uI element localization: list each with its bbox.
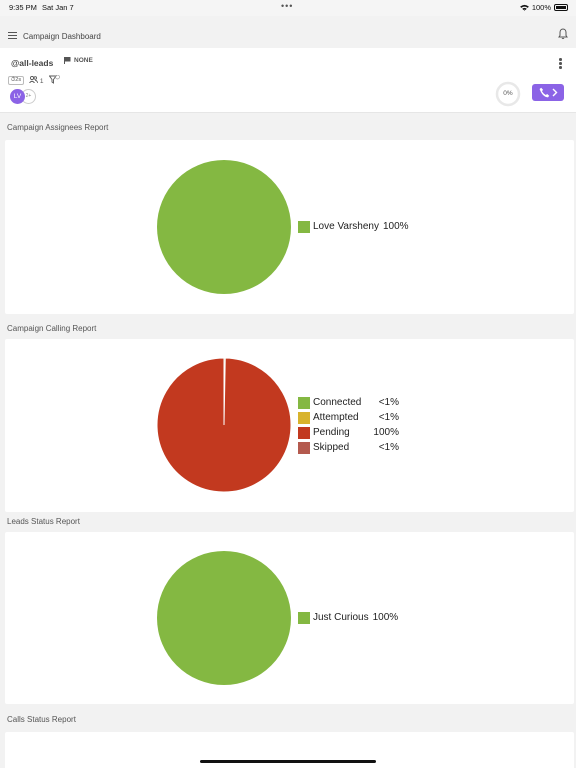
legend-label: Just Curious [313, 612, 369, 623]
lead-list-name: @all-leads [11, 58, 54, 68]
legend-swatch [298, 426, 310, 439]
section-title-assignees: Campaign Assignees Report [7, 123, 109, 132]
legend-value: <1% [378, 442, 399, 453]
legend-swatch [298, 411, 310, 424]
status-time: 9:35 PM [9, 3, 37, 12]
calling-report-card: Connected <1% Attempted <1% Pending 100% Skipp… [5, 339, 574, 512]
section-title-leads-status: Leads Status Report [7, 517, 80, 526]
more-options-icon[interactable] [559, 58, 562, 70]
section-title-calling: Campaign Calling Report [7, 324, 97, 333]
filter-icon[interactable] [48, 75, 60, 85]
legend-item-attempted: Attempted <1% [298, 410, 399, 425]
legend-item-skipped: Skipped <1% [298, 440, 399, 455]
leads-status-report-card: Just Curious 100% [5, 532, 574, 704]
duration-chip: ⏱2s [8, 75, 25, 85]
bell-icon[interactable] [558, 28, 568, 40]
users-icon [29, 75, 39, 83]
status-date: Sat Jan 7 [42, 3, 74, 12]
legend-item-pending: Pending 100% [298, 425, 399, 440]
progress-ring [495, 81, 521, 107]
legend-label: Pending [313, 427, 350, 438]
priority-label: NONE [74, 57, 93, 64]
assignee-avatars[interactable]: 2+ LV [10, 89, 40, 105]
menu-icon[interactable] [8, 32, 17, 39]
legend-label: Connected [313, 397, 362, 408]
legend-value: <1% [378, 397, 399, 408]
leads-status-legend: Just Curious 100% [298, 610, 398, 625]
assignee-count-value: 1 [39, 77, 44, 85]
multitasking-dots-icon[interactable]: ••• [281, 1, 294, 11]
legend-swatch [298, 396, 310, 409]
campaign-meta: ⏱2s 1 [8, 75, 60, 85]
battery-percent: 100% [531, 3, 551, 12]
avatar-more[interactable]: 2+ [21, 89, 36, 104]
campaign-info-panel: @all-leads NONE ⏱2s 1 2+ LV 0% [0, 48, 576, 113]
calling-legend: Connected <1% Attempted <1% Pending 100% Skipp… [298, 395, 399, 455]
legend-item-love-varsheny: Love Varsheny 100% [298, 219, 409, 234]
legend-label: Skipped [313, 442, 350, 453]
app-header: Campaign Dashboard [0, 28, 576, 46]
legend-swatch [298, 441, 310, 454]
progress-value: 0% [503, 90, 513, 97]
legend-value: 100% [373, 427, 399, 438]
legend-item-connected: Connected <1% [298, 395, 399, 410]
assignees-legend: Love Varsheny 100% [298, 219, 409, 234]
status-bar: 9:35 PM Sat Jan 7 ••• 100% [0, 0, 576, 16]
pie-slice-love-varsheny[interactable] [157, 160, 291, 294]
home-indicator[interactable] [200, 760, 376, 763]
avatar[interactable]: LV [10, 89, 25, 104]
flag-icon [64, 57, 71, 64]
legend-item-just-curious: Just Curious 100% [298, 610, 398, 625]
legend-label: Love Varsheny [313, 221, 379, 232]
legend-swatch [298, 220, 310, 233]
priority-badge[interactable]: NONE [64, 57, 93, 64]
legend-value: <1% [378, 412, 399, 423]
legend-label: Attempted [313, 412, 359, 423]
chevron-right-icon [552, 88, 557, 97]
duration-value: 2s [15, 76, 22, 83]
wifi-icon [519, 4, 529, 11]
pie-slice-just-curious[interactable] [157, 551, 291, 685]
leads-status-pie-chart [157, 551, 291, 685]
start-call-button[interactable] [532, 84, 564, 101]
legend-value: 100% [372, 612, 399, 623]
calling-pie-chart [156, 357, 292, 493]
legend-value: 100% [382, 221, 409, 232]
assignees-pie-chart [157, 160, 291, 294]
assignees-report-card: Love Varsheny 100% [5, 140, 574, 314]
phone-icon [539, 87, 549, 98]
page-title: Campaign Dashboard [23, 32, 101, 41]
assignee-count: 1 [29, 75, 44, 85]
legend-swatch [298, 611, 310, 624]
battery-icon [554, 4, 568, 11]
section-title-calls-status: Calls Status Report [7, 715, 76, 724]
pie-slice-pending[interactable] [156, 357, 292, 493]
